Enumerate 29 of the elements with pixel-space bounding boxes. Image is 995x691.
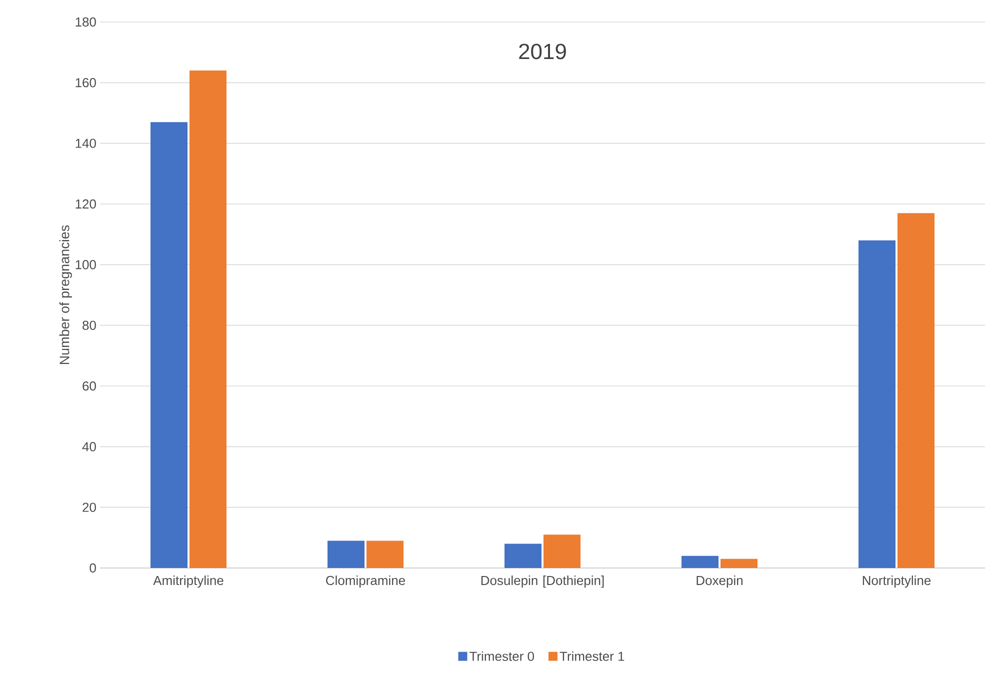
text: 2019 xyxy=(519,44,566,60)
bar xyxy=(544,534,581,568)
bar xyxy=(504,544,542,568)
bar xyxy=(190,70,227,568)
bar xyxy=(328,540,365,568)
bar xyxy=(858,240,896,568)
legend-label: Trimester 1 xyxy=(560,651,624,661)
bar xyxy=(682,556,719,568)
y-tick-label: 60 xyxy=(82,381,96,391)
y-tick-label: 20 xyxy=(82,502,96,512)
y-tick-label: 120 xyxy=(76,199,96,209)
y-tick-label: 100 xyxy=(76,260,96,270)
x-tick-label: Dosulepin [Dothiepin] xyxy=(481,576,604,588)
bar xyxy=(366,540,404,568)
y-tick-label: 80 xyxy=(82,320,96,330)
bar xyxy=(150,122,188,568)
y-tick-label: 140 xyxy=(76,138,96,148)
bar xyxy=(898,213,935,568)
x-tick-label: Doxepin xyxy=(696,576,742,588)
x-tick-label: Nortriptyline xyxy=(862,576,931,588)
y-tick-label: 180 xyxy=(76,17,96,27)
y-tick-label: 160 xyxy=(76,78,96,88)
bar xyxy=(720,558,758,568)
y-tick-label: 40 xyxy=(82,442,96,452)
x-tick-label: Amitriptyline xyxy=(153,576,224,588)
x-tick-label: Clomipramine xyxy=(326,576,405,588)
y-tick-label: 0 xyxy=(90,563,96,573)
legend-label: Trimester 0 xyxy=(470,651,534,661)
y-axis-title: Number of pregnancies xyxy=(59,225,72,364)
